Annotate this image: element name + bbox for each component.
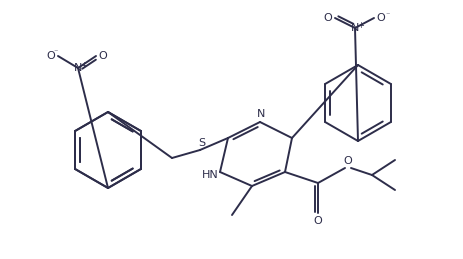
Text: O: O: [323, 13, 332, 23]
Text: ⁻: ⁻: [54, 47, 58, 56]
Text: N: N: [350, 23, 358, 33]
Text: HN: HN: [201, 170, 218, 180]
Text: +: +: [357, 20, 363, 30]
Text: O: O: [46, 51, 55, 61]
Text: S: S: [198, 138, 205, 148]
Text: N: N: [74, 63, 82, 73]
Text: O: O: [99, 51, 107, 61]
Text: N: N: [256, 109, 265, 119]
Text: ⁻: ⁻: [385, 11, 389, 19]
Text: O: O: [343, 156, 351, 166]
Text: O: O: [376, 13, 385, 23]
Text: O: O: [313, 216, 322, 226]
Text: +: +: [81, 61, 87, 69]
